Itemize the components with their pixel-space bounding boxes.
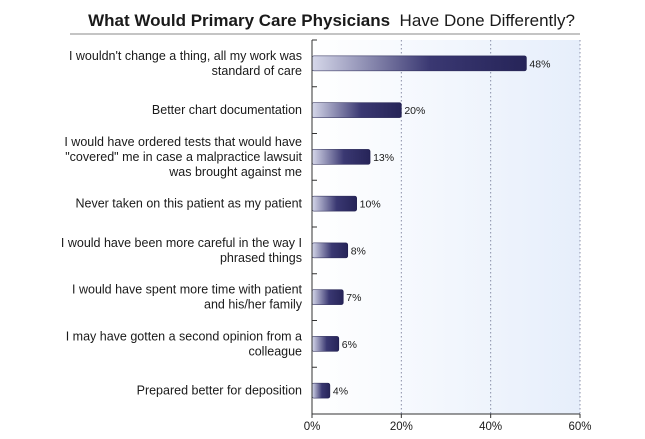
- category-label: Prepared better for deposition: [137, 384, 302, 398]
- category-label-line: I may have gotten a second opinion from …: [66, 329, 302, 343]
- value-label: 20%: [404, 105, 425, 117]
- category-labels: I wouldn't change a thing, all my work w…: [61, 49, 303, 398]
- bar: [311, 55, 527, 72]
- chart-title-rest: Have Done Differently?: [400, 11, 575, 30]
- x-tick-label: 20%: [390, 421, 413, 433]
- value-label: 4%: [333, 386, 348, 398]
- value-label: 6%: [342, 339, 357, 351]
- category-label-line: was brought against me: [168, 165, 302, 179]
- value-label: 8%: [351, 245, 366, 257]
- chart-title: What Would Primary Care Physicians Have …: [88, 11, 575, 30]
- category-label-line: I wouldn't change a thing, all my work w…: [69, 49, 302, 63]
- category-label-line: Never taken on this patient as my patien…: [75, 197, 302, 211]
- x-tick-label: 40%: [479, 421, 502, 433]
- chart-title-bold: What Would Primary Care Physicians: [88, 11, 390, 30]
- category-label: I would have ordered tests that would ha…: [64, 135, 302, 179]
- x-tick-label: 60%: [568, 421, 591, 433]
- category-label: Better chart documentation: [152, 103, 302, 117]
- category-label: I would have been more careful in the wa…: [61, 236, 302, 265]
- category-label: I wouldn't change a thing, all my work w…: [69, 49, 302, 78]
- category-label-line: I would have ordered tests that would ha…: [64, 135, 302, 149]
- bar: [311, 242, 349, 259]
- category-label-line: I would have been more careful in the wa…: [61, 236, 302, 250]
- category-label-line: colleague: [248, 344, 302, 358]
- category-label-line: Prepared better for deposition: [137, 384, 302, 398]
- bar: [311, 102, 402, 118]
- bar: [311, 382, 331, 399]
- value-label: 48%: [529, 58, 550, 70]
- x-axis: 0% 20% 40% 60%: [304, 39, 592, 433]
- bar: [311, 289, 344, 305]
- value-label: 7%: [346, 292, 361, 304]
- category-label-line: standard of care: [212, 64, 302, 78]
- category-label: I would have spent more time with patien…: [72, 283, 303, 312]
- bars: [311, 55, 527, 399]
- bar: [311, 149, 371, 165]
- category-label-line: I would have spent more time with patien…: [72, 283, 303, 297]
- value-label: 13%: [373, 152, 394, 164]
- x-tick-label: 0%: [304, 421, 321, 433]
- category-label-line: phrased things: [220, 251, 302, 265]
- value-labels: 48% 20% 13% 10% 8% 7% 6% 4%: [333, 58, 551, 397]
- category-label-line: Better chart documentation: [152, 103, 302, 117]
- category-label-line: "covered" me in case a malpractice lawsu…: [65, 150, 302, 164]
- bar: [311, 195, 357, 212]
- plot-area: [312, 40, 580, 414]
- category-label: I may have gotten a second opinion from …: [66, 329, 302, 358]
- category-label-line: and his/her family: [204, 298, 303, 312]
- value-label: 10%: [360, 199, 381, 211]
- category-label: Never taken on this patient as my patien…: [75, 197, 302, 211]
- bar: [311, 336, 340, 352]
